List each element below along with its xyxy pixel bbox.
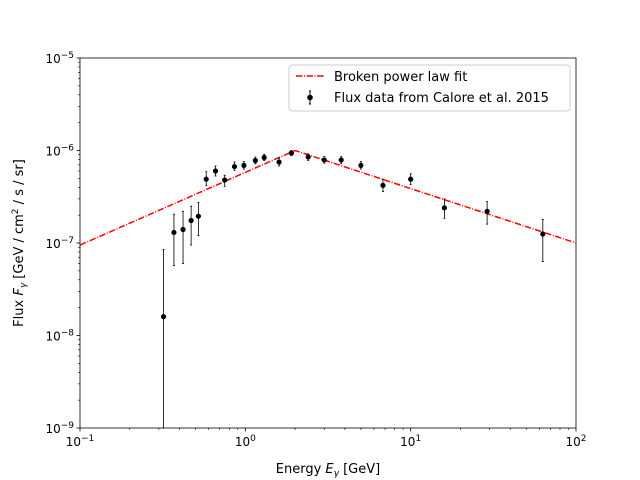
- legend: Broken power law fit Flux data from Calo…: [288, 64, 571, 112]
- data-point-10: [252, 157, 258, 164]
- data-point-9: [241, 162, 247, 169]
- data-point-20: [441, 205, 448, 211]
- y-tick-label: 10−8: [45, 329, 74, 344]
- data-point-17: [358, 162, 364, 169]
- legend-label-fit: Broken power law fit: [334, 70, 467, 85]
- data-point-4: [195, 213, 201, 219]
- data-point-3: [188, 217, 194, 224]
- data-point-5: [203, 176, 209, 182]
- x-axis-label: Energy Eγ [GeV]: [276, 462, 380, 479]
- data-point-19: [408, 176, 414, 182]
- y-tick-label: 10−7: [45, 236, 74, 251]
- plot-area: [80, 58, 576, 428]
- series-layer: [80, 149, 576, 428]
- x-tick-label: 10−1: [66, 434, 95, 449]
- data-point-8: [231, 163, 238, 170]
- y-tick-label: 10−5: [45, 51, 74, 66]
- data-point-22: [540, 231, 546, 237]
- data-point-13: [288, 150, 295, 156]
- y-axis-label: Flux Fγ [GeV / cm2 / s / sr]: [11, 159, 29, 327]
- data-point-7: [222, 177, 228, 183]
- legend-box: [288, 64, 571, 112]
- x-axis: 10−1 100 101 102: [66, 428, 587, 449]
- data-point-15: [321, 157, 327, 163]
- fit-line: [80, 149, 576, 246]
- x-tick-label: 101: [400, 434, 421, 449]
- data-point-18: [380, 182, 386, 188]
- legend-point-marker: [307, 94, 313, 101]
- y-axis: 10−9 10−8 10−7 10−6 10−5: [45, 51, 80, 436]
- legend-label-data: Flux data from Calore et al. 2015: [334, 91, 549, 106]
- y-tick-label: 10−6: [45, 144, 74, 159]
- data-point-21: [484, 208, 490, 214]
- data-point-12: [276, 159, 282, 165]
- data-point-1: [171, 229, 177, 236]
- data-point-14: [305, 154, 311, 160]
- data-point-2: [180, 226, 186, 233]
- x-tick-label: 102: [565, 434, 586, 449]
- y-tick-label: 10−9: [45, 421, 74, 436]
- data-point-11: [261, 154, 267, 161]
- data-point-0: [160, 314, 167, 320]
- x-tick-label: 100: [235, 434, 256, 449]
- data-point-6: [212, 168, 219, 174]
- data-point-16: [338, 157, 344, 163]
